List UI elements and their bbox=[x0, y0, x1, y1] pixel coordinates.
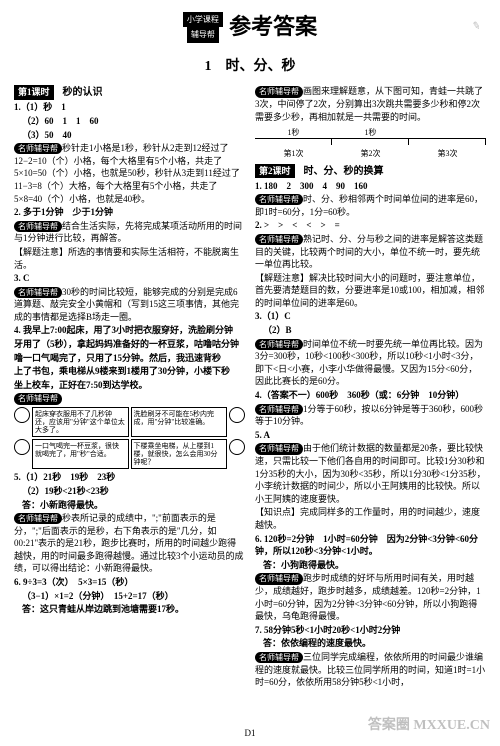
q5a: 5.（1）21秒 19秒 23秒 bbox=[14, 471, 245, 484]
rq7: 7. 58分钟5秒<1小时20秒<1小时2分钟 bbox=[255, 624, 486, 637]
rnote2: 【解题注意】解决比较时间大小的问题时，要注意单位，首先要清楚题目的数，分要进率是… bbox=[255, 272, 486, 310]
rhint3-label: 名师辅导帮 bbox=[255, 339, 303, 350]
q4c: 噜一口气喝完了，只用了15分钟。然后，我迅速背秒 bbox=[14, 352, 245, 365]
hint3-label: 名师辅导帮 bbox=[14, 287, 62, 298]
rq1: 1. 180 2 300 4 90 160 bbox=[255, 180, 486, 193]
q4a: 4. 我早上7:00起床，用了3小时把衣服穿好，洗脸刷分钟 bbox=[14, 324, 245, 337]
rnote5: 【知识点】完成同样多的工作量时，用的时间越少，速度越快。 bbox=[255, 506, 486, 531]
lesson1-tag: 第1课时 bbox=[14, 85, 54, 100]
comic2a: 一口气喝完一杯豆浆，很快就喝完了，用"秒"合适。 bbox=[32, 439, 129, 469]
face-icon bbox=[14, 407, 30, 423]
comic2b: 下楼乘坐电梯，从上楼到1楼，就很快，怎么会用30分钟呢？ bbox=[131, 439, 228, 469]
rq7ans: 答：依依编程的速度最快。 bbox=[255, 637, 486, 650]
rhint7-label: 名师辅导帮 bbox=[255, 652, 303, 663]
q1-1: 1.（1）秒 1 bbox=[14, 101, 245, 114]
rhint1-label: 名师辅导帮 bbox=[255, 194, 303, 205]
rq2: 2. > > < < > = bbox=[255, 219, 486, 232]
q1-3: （3）50 40 bbox=[14, 129, 245, 142]
rq3a: 3.（1）C bbox=[255, 310, 486, 323]
rq4: 4.（答案不一）600秒 360秒（或：6分钟 10分钟） bbox=[255, 389, 486, 402]
hint2-label: 名师辅导帮 bbox=[14, 221, 62, 232]
hint5-label: 名师辅导帮 bbox=[14, 513, 62, 524]
badge-bottom: 辅导帮 bbox=[187, 27, 219, 42]
badge-top: 小学课程 bbox=[183, 12, 223, 27]
comic-row-2: 一口气喝完一杯豆浆，很快就喝完了，用"秒"合适。 下楼乘坐电梯，从上楼到1楼，就… bbox=[14, 439, 245, 469]
q4e: 坐上校车，正好在7:50到达学校。 bbox=[14, 379, 245, 392]
rhint4-label: 名师辅导帮 bbox=[255, 404, 303, 415]
face-icon bbox=[229, 407, 245, 423]
hint4-label: 名师辅导帮 bbox=[14, 393, 62, 404]
rq6ans: 答：小狗跑得最快。 bbox=[255, 559, 486, 572]
tl-t2: 第2次 bbox=[332, 148, 409, 159]
q2: 2. 多于1分钟 少于1分钟 bbox=[14, 206, 245, 219]
rhint6-label: 名师辅导帮 bbox=[255, 573, 303, 584]
rq5: 5. A bbox=[255, 429, 486, 442]
rq3b: （2）B bbox=[255, 324, 486, 337]
comic1b: 洗脸刷牙不可能在5秒内完成，用"分钟"比较准确。 bbox=[131, 407, 228, 437]
comic-row-1: 起床穿衣服用不了几秒钟还，应该用"分钟"这个单位太大多了。 洗脸刷牙不可能在5秒… bbox=[14, 407, 245, 437]
content-columns: 第1课时 秒的认识 1.（1）秒 1 （2）60 1 1 60 （3）50 40… bbox=[0, 84, 500, 689]
rhint2-label: 名师辅导帮 bbox=[255, 234, 303, 245]
page-header: 小学课程 辅导帮 参考答案 bbox=[0, 0, 500, 49]
tl-t1: 第1次 bbox=[255, 148, 332, 159]
q3: 3. C bbox=[14, 272, 245, 285]
tl-l1: 1秒 bbox=[255, 127, 332, 138]
comic1a: 起床穿衣服用不了几秒钟还，应该用"分钟"这个单位太大多了。 bbox=[32, 407, 129, 437]
header-badge: 小学课程 辅导帮 bbox=[183, 12, 223, 42]
q4b: 牙用了（5秒），拿起妈妈准备好的一杯豆浆，咕噜咕分钟 bbox=[14, 338, 245, 351]
header-title: 参考答案 bbox=[229, 12, 317, 43]
q6a: 6. 9÷3=3（次） 5×3=15（秒） bbox=[14, 576, 245, 589]
q6b: （3−1）×1=2（分钟） 15+2=17（秒） bbox=[14, 590, 245, 603]
hint-top-label: 名师辅导帮 bbox=[255, 86, 303, 97]
q6ans: 答：这只青蛙从岸边跳到池塘需要17秒。 bbox=[14, 603, 245, 616]
q5ans: 答：小新跑得最快。 bbox=[14, 499, 245, 512]
lesson2-tag: 第2课时 bbox=[255, 164, 295, 179]
timeline-diagram: 1秒1秒 第1次第2次第3次 bbox=[255, 127, 486, 159]
note2: 【解题注意】所选的事情要和实际生活相符，不能脱离生活。 bbox=[14, 246, 245, 271]
rq6: 6. 120秒=2分钟 1小时=60分钟 因为2分钟<3分钟<60分钟，所以12… bbox=[255, 533, 486, 558]
hint1-label: 名师辅导帮 bbox=[14, 143, 62, 154]
q5b: （2）19秒<21秒<23秒 bbox=[14, 485, 245, 498]
chapter-title: 1 时、分、秒 bbox=[0, 57, 500, 77]
face-icon bbox=[14, 439, 30, 455]
tl-l2: 1秒 bbox=[332, 127, 409, 138]
q1-2: （2）60 1 1 60 bbox=[14, 115, 245, 128]
watermark: 答案圈 MXXUE.CN bbox=[368, 716, 490, 736]
tl-t3: 第3次 bbox=[409, 148, 486, 159]
q4d: 上了书包，乘电梯从9楼来到1楼用了30分钟，小楼下秒 bbox=[14, 365, 245, 378]
rhint5-label: 名师辅导帮 bbox=[255, 443, 303, 454]
right-column: 名师辅导帮画图来理解题意，从下图可知，青蛙一共跳了3次，中间停了2次，分别算出3… bbox=[255, 84, 486, 689]
face-icon bbox=[229, 439, 245, 455]
lesson2-title: 时、分、秒的换算 bbox=[304, 166, 384, 177]
left-column: 第1课时 秒的认识 1.（1）秒 1 （2）60 1 1 60 （3）50 40… bbox=[14, 84, 245, 689]
lesson1-title: 秒的认识 bbox=[63, 87, 103, 98]
